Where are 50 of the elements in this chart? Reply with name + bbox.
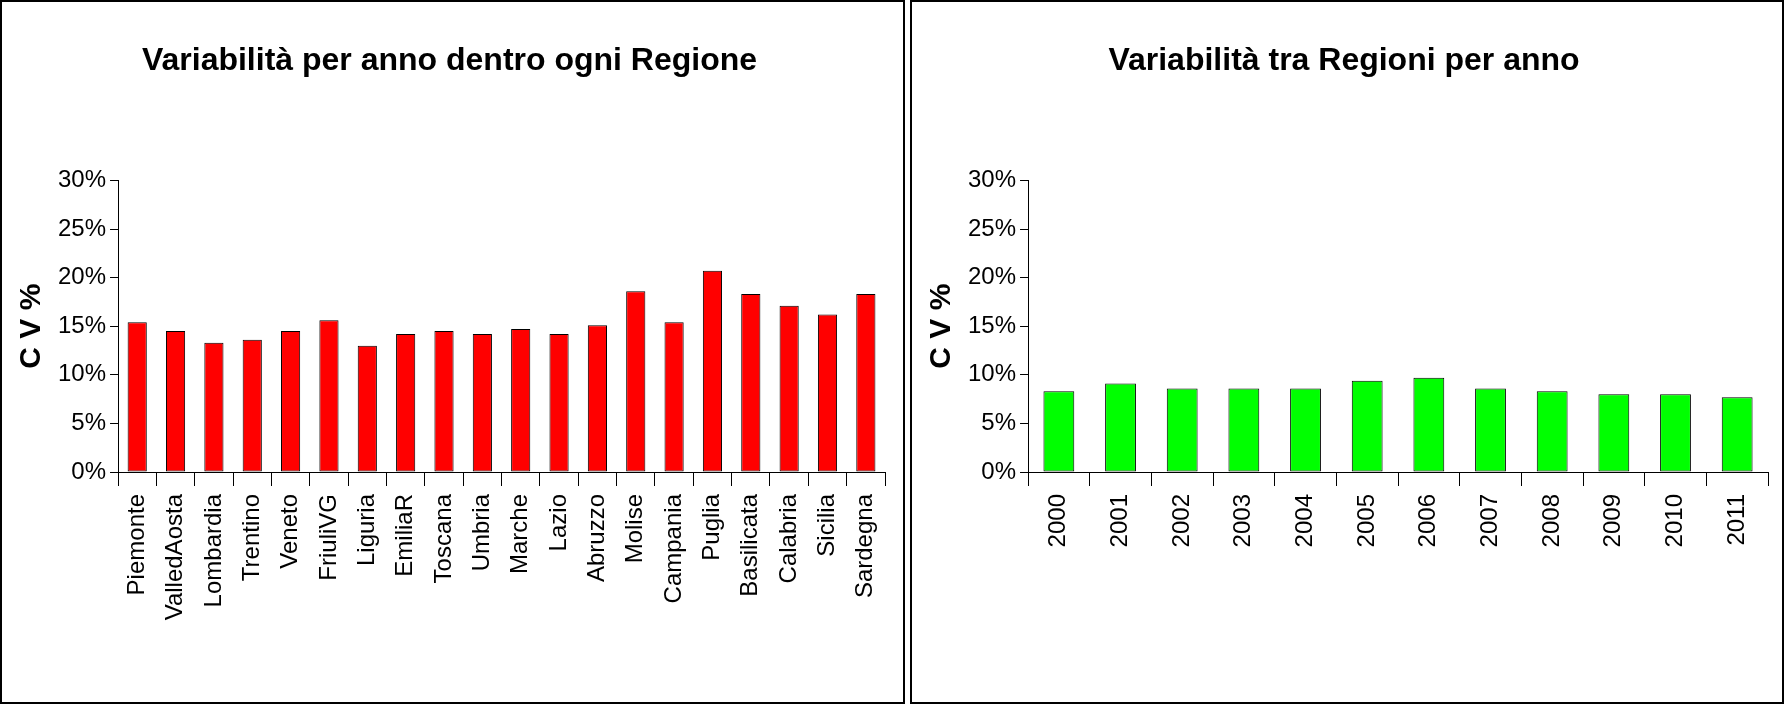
y-tick-label: 0% — [71, 456, 107, 484]
x-tick-label: Sardegna — [850, 493, 878, 599]
x-tick-label: Umbria — [466, 493, 494, 572]
x-tick-label: Lazio — [543, 494, 571, 552]
y-tick-label: 25% — [57, 213, 107, 241]
chart-title: Variabilità per anno dentro ogni Regione — [141, 41, 758, 78]
x-tick-label: 2001 — [1105, 494, 1133, 548]
x-tick-label: 2011 — [1721, 494, 1749, 546]
x-tick-label: 2007 — [1475, 494, 1503, 548]
y-axis-title: C V % — [13, 283, 47, 369]
x-tick-label: Abruzzo — [582, 494, 610, 583]
y-tick-label: 10% — [57, 359, 107, 387]
x-tick-label: EmiliaR — [390, 494, 418, 577]
y-tick-label: 0% — [981, 456, 1017, 484]
x-tick-label: 2009 — [1598, 494, 1626, 548]
x-tick-label: Marche — [505, 494, 533, 575]
chart-title: Variabilità tra Regioni per anno — [1108, 41, 1580, 78]
x-tick-label: Liguria — [351, 493, 379, 567]
y-tick-label: 10% — [967, 359, 1017, 387]
x-tick-label: Toscana — [428, 493, 456, 584]
x-tick-label: 2005 — [1351, 494, 1379, 548]
x-tick-label: 2004 — [1290, 494, 1318, 548]
x-tick-label: Lombardia — [198, 493, 226, 608]
x-tick-label: Calabria — [773, 493, 801, 584]
x-tick-label: Trentino — [236, 494, 264, 582]
x-tick-label: Puglia — [697, 493, 725, 561]
x-tick-label: 2006 — [1413, 494, 1441, 548]
x-tick-label: 2000 — [1043, 494, 1071, 548]
y-tick-label: 30% — [57, 165, 107, 193]
y-tick-label: 25% — [967, 213, 1017, 241]
x-tick-label: 2008 — [1536, 494, 1564, 548]
y-tick-label: 20% — [967, 262, 1017, 290]
x-tick-label: 2003 — [1228, 494, 1256, 548]
x-tick-label: 2010 — [1660, 494, 1688, 548]
x-tick-label: FriuliVG — [313, 494, 341, 581]
x-tick-label: Veneto — [275, 494, 303, 569]
x-tick-label: Sicilia — [812, 493, 840, 557]
y-tick-label: 5% — [71, 408, 107, 436]
y-tick-label: 20% — [57, 262, 107, 290]
y-tick-label: 15% — [967, 310, 1017, 338]
y-tick-label: 30% — [967, 165, 1017, 193]
x-tick-label: Campania — [658, 493, 686, 604]
x-tick-label: Basilicata — [735, 493, 763, 597]
y-tick-label: 15% — [57, 310, 107, 338]
x-tick-label: Molise — [620, 494, 648, 564]
x-tick-label: 2002 — [1166, 494, 1194, 548]
x-tick-label: Piemonte — [121, 494, 149, 596]
y-tick-label: 5% — [981, 408, 1017, 436]
y-axis-title: C V % — [923, 283, 957, 369]
x-tick-label: ValledAosta — [160, 493, 188, 621]
